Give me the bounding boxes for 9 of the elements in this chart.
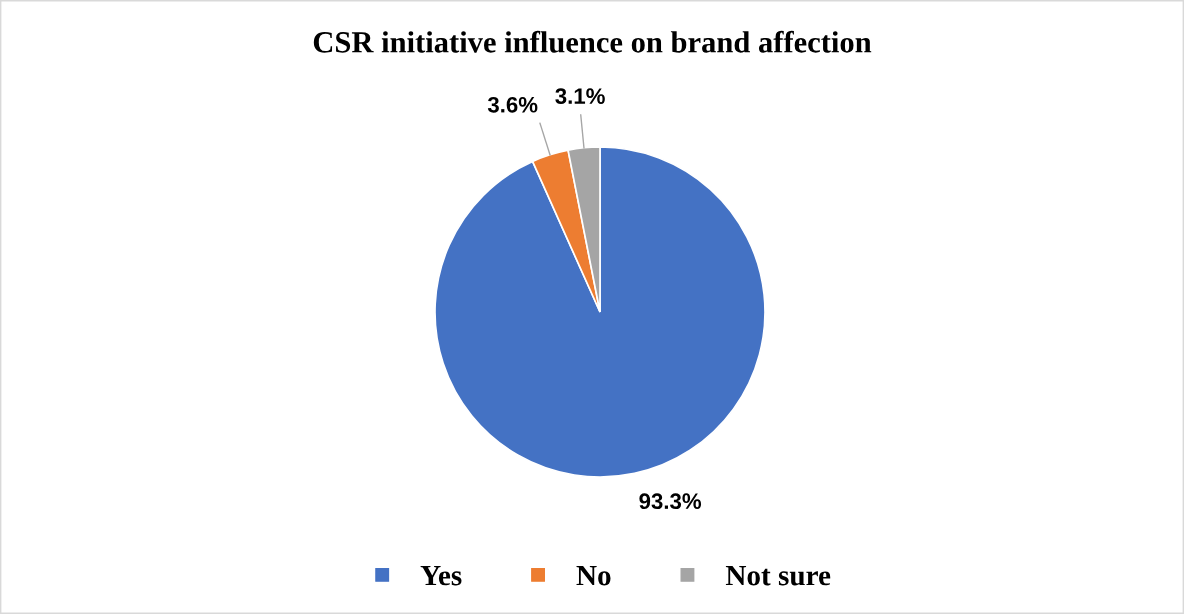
data-label: 3.6% [487,96,538,113]
legend-label: Not sure [725,566,831,586]
data-label: 3.1% [555,88,605,105]
pie-slice [531,149,601,313]
data-label: 93.3% [639,493,702,510]
chart-title: CSR initiative influence on brand affection [313,30,872,53]
pie-slice [434,146,766,478]
legend-label: No [576,566,611,586]
legend-label: Yes [420,566,462,586]
